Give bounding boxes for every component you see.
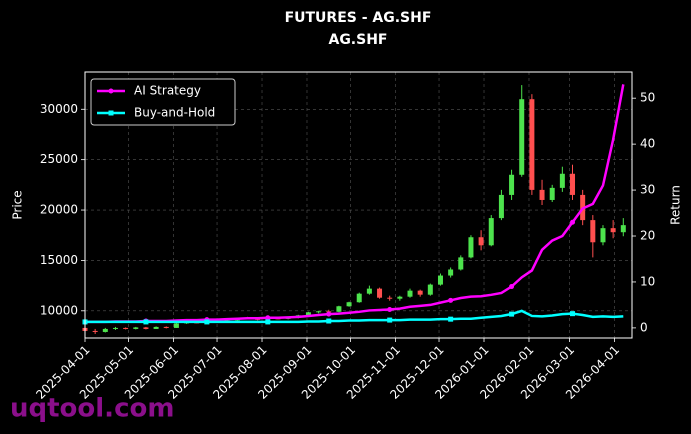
candle-body	[620, 225, 626, 233]
legend-marker	[108, 110, 114, 116]
candle-body	[153, 326, 159, 329]
candle-body	[600, 228, 606, 243]
candle-body	[123, 327, 129, 329]
candle-body	[549, 187, 555, 200]
y2-tick-label: 40	[640, 137, 655, 151]
legend-box	[90, 78, 236, 126]
candle-body	[427, 284, 433, 295]
legend-label: AI Strategy	[134, 84, 201, 98]
chart-title: FUTURES - AG.SHF	[285, 10, 432, 26]
candle-body	[610, 228, 616, 233]
line-marker	[509, 311, 515, 317]
candle-body	[559, 173, 565, 188]
candle-body	[488, 218, 494, 246]
line-marker	[265, 315, 271, 321]
candle-body	[539, 189, 545, 200]
candle-body	[102, 328, 108, 332]
y2-tick-label: 30	[640, 183, 655, 197]
candle-body	[478, 237, 484, 246]
legend-label: Buy-and-Hold	[134, 106, 215, 120]
line-marker	[509, 284, 515, 290]
y2-tick-label: 50	[640, 91, 655, 105]
candle-body	[305, 312, 311, 316]
plot-frame	[84, 71, 633, 339]
line-marker	[448, 316, 454, 322]
line-marker	[387, 307, 393, 313]
line-marker	[570, 219, 576, 225]
candle-body	[387, 297, 393, 299]
candle-body	[509, 174, 515, 195]
legend-marker	[108, 88, 114, 94]
line-marker	[326, 318, 332, 324]
candle-body	[468, 237, 474, 258]
y-tick-label: 15000	[40, 253, 78, 267]
candle-body	[356, 293, 362, 303]
y-axis-label: Price	[11, 190, 25, 219]
y2-tick-label: 20	[640, 229, 655, 243]
candle-body	[417, 290, 423, 295]
line-marker	[448, 297, 454, 303]
candle-body	[133, 327, 139, 329]
candle-body	[173, 323, 179, 328]
y-tick-label: 25000	[40, 152, 78, 166]
watermark: uqtool.com	[10, 394, 174, 424]
line-marker	[326, 311, 332, 317]
candle-body	[346, 302, 352, 307]
candle-body	[519, 99, 525, 175]
candle-body	[570, 173, 576, 195]
return-line	[85, 84, 625, 324]
candle-body	[377, 288, 383, 298]
y-tick-label: 30000	[40, 102, 78, 116]
candle-body	[529, 99, 535, 190]
candle-body	[590, 220, 596, 243]
y2-tick-label: 10	[640, 274, 655, 288]
candle-body	[458, 257, 464, 270]
candle-body	[498, 194, 504, 219]
candle-body	[92, 330, 98, 332]
line-marker	[204, 319, 210, 325]
candle-body	[143, 327, 149, 329]
candle-body	[366, 288, 372, 294]
candle-body	[336, 306, 342, 312]
candle-body	[163, 326, 169, 328]
candle-body	[112, 327, 118, 329]
return-line	[85, 309, 624, 324]
candle-body	[437, 275, 443, 285]
y-tick-label: 20000	[40, 203, 78, 217]
line-marker	[265, 319, 271, 325]
candle-body	[448, 269, 454, 276]
y-tick-label: 10000	[40, 303, 78, 317]
candle-body	[397, 296, 403, 299]
line-marker	[143, 319, 149, 325]
line-marker	[570, 311, 576, 317]
y2-axis-label: Return	[669, 185, 683, 225]
candle-body	[407, 290, 413, 297]
chart-subtitle: AG.SHF	[328, 32, 387, 48]
line-marker	[387, 317, 393, 323]
candle-body	[316, 311, 322, 313]
y2-tick-label: 0	[640, 320, 648, 334]
